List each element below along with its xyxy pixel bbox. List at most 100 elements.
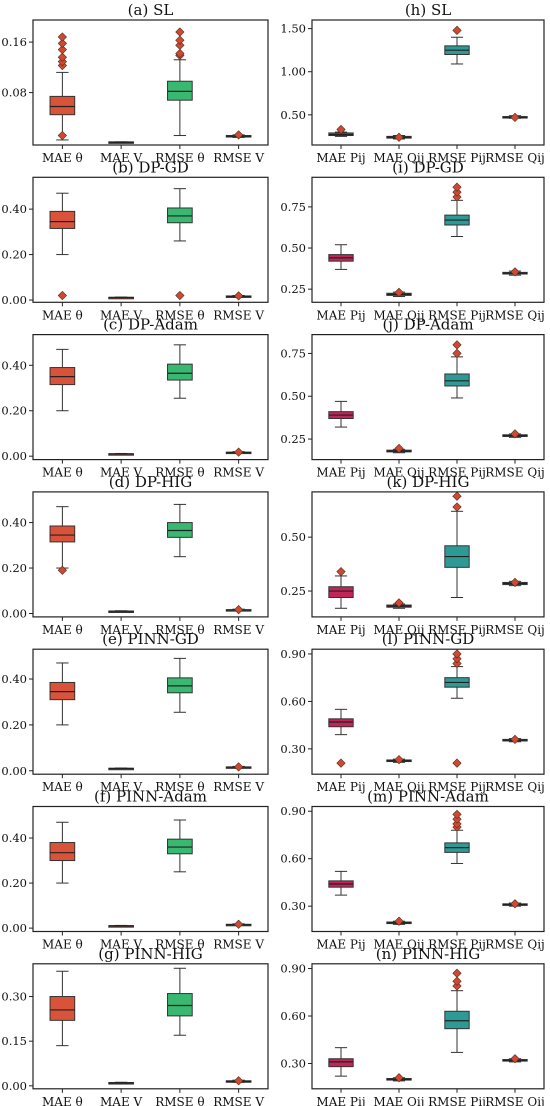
outlier-point (394, 755, 404, 765)
outlier-point (175, 40, 185, 50)
box-0 (328, 567, 354, 609)
box-body (49, 95, 76, 116)
outlier-point (510, 734, 520, 745)
subplot-2: (b) DP-GD 0.00 0.20 0.40 MAE θ MAE V RMSE θ RMS… (1, 158, 269, 322)
y-tick-label: 0.50 (280, 108, 306, 122)
box-body (328, 718, 354, 728)
box-0 (328, 244, 354, 270)
y-tick-label: 0.40 (1, 358, 27, 372)
x-tick-label: RMSE θ (155, 466, 204, 480)
y-tick-label: 0.25 (280, 282, 306, 296)
outlier-point (234, 130, 244, 140)
plot-frame (32, 963, 269, 1090)
box-2 (444, 182, 470, 238)
outlier-point (234, 1076, 244, 1086)
plot-frame (311, 334, 545, 461)
x-tick-label: RMSE Qij (485, 308, 545, 322)
box-0 (328, 870, 354, 896)
box-0 (49, 32, 76, 141)
plot-frame (311, 491, 545, 618)
box-2 (444, 340, 470, 399)
box-body (167, 363, 193, 381)
x-tick-label: RMSE θ (155, 151, 204, 165)
box-body (444, 1010, 470, 1030)
outlier-point (234, 762, 244, 772)
x-tick-label: MAE θ (42, 466, 83, 480)
box-1 (108, 924, 134, 928)
plot-frame (311, 648, 545, 775)
box-3 (502, 112, 528, 123)
outlier-point (452, 491, 462, 501)
outlier-point (57, 45, 67, 55)
subplot-title: (c) DP-Adam (103, 316, 198, 334)
x-tick-label: RMSE θ (155, 780, 204, 794)
plot-frame (32, 491, 269, 618)
box-1 (386, 598, 412, 609)
box-3 (225, 1076, 252, 1086)
y-tick-label: 0.08 (1, 86, 27, 100)
y-tick-label: 0.60 (280, 694, 306, 708)
box-0 (49, 821, 76, 884)
outlier-point (452, 502, 462, 512)
box-0 (49, 970, 76, 1047)
subplot-title: (l) PINN-GD (382, 630, 475, 648)
box-3 (225, 291, 252, 301)
box-body (49, 842, 76, 862)
x-tick-label: RMSE Pij (428, 466, 486, 480)
x-tick-label: RMSE Qij (485, 1095, 545, 1106)
box-3 (225, 919, 252, 929)
outlier-point (175, 290, 185, 301)
outlier-point (452, 658, 462, 669)
box-3 (225, 762, 252, 772)
x-tick-label: RMSE Pij (428, 623, 486, 637)
outlier-point (394, 916, 404, 926)
outlier-point (234, 447, 244, 457)
box-2 (444, 968, 470, 1053)
outlier-point (452, 25, 462, 35)
outlier-point (57, 38, 67, 48)
box-body (328, 1058, 354, 1068)
outlier-point (394, 598, 404, 608)
y-tick-label: 0.00 (1, 449, 27, 463)
subplot-0: (a) SL 0.08 0.16 MAE θ MAE V RMSE θ RMSE V (1, 1, 269, 165)
box-2 (167, 657, 193, 713)
box-3 (502, 577, 528, 588)
box-3 (502, 734, 528, 745)
x-tick-label: RMSE V (213, 623, 264, 637)
outlier-point (510, 1054, 520, 1064)
x-tick-label: RMSE θ (155, 308, 204, 322)
box-2 (167, 819, 193, 873)
subplot-4: (c) DP-Adam 0.00 0.20 0.40 MAE θ MAE V RMSE θ R… (1, 316, 269, 480)
x-tick-label: MAE θ (42, 151, 83, 165)
outlier-point (336, 567, 346, 577)
x-tick-label: MAE Pij (316, 623, 365, 637)
subplot-title: (d) DP-HIG (109, 473, 192, 491)
x-tick-label: MAE Pij (316, 151, 365, 165)
box-2 (167, 967, 193, 1036)
outlier-point (394, 287, 404, 298)
outlier-point (510, 267, 520, 277)
x-tick-label: MAE θ (42, 308, 83, 322)
outlier-point (57, 32, 67, 42)
y-tick-label: 0.20 (1, 718, 27, 732)
box-body (167, 80, 193, 101)
outlier-point (234, 919, 244, 929)
x-tick-label: MAE V (100, 308, 143, 322)
plot-frame (311, 176, 545, 303)
box-0 (49, 506, 76, 575)
plot-frame (32, 805, 269, 933)
outlier-point (510, 429, 520, 439)
outlier-point (234, 291, 244, 301)
plot-frame (311, 963, 545, 1090)
box-1 (108, 141, 134, 144)
x-tick-label: MAE V (100, 151, 143, 165)
x-tick-label: RMSE V (213, 938, 264, 952)
x-tick-label: MAE V (100, 1095, 143, 1106)
box-1 (386, 443, 412, 454)
outlier-point (452, 814, 462, 824)
box-1 (386, 916, 412, 926)
box-1 (386, 1073, 412, 1083)
y-tick-label: 1.50 (280, 22, 306, 36)
